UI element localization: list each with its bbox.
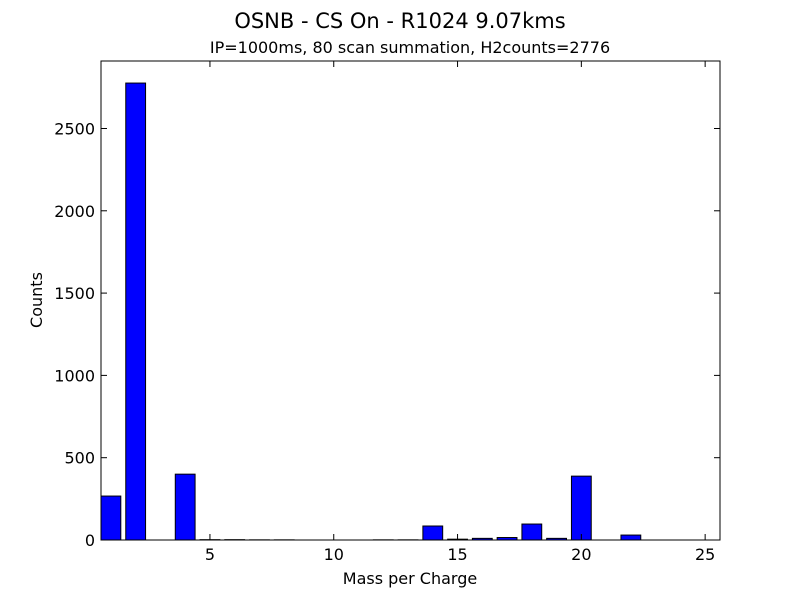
chart-title: OSNB - CS On - R1024 9.07kms [234,9,565,33]
y-tick-label: 1500 [54,284,95,303]
y-tick-label: 1000 [54,366,95,385]
y-axis-label: Counts [27,272,46,328]
y-tick-label: 2000 [54,202,95,221]
x-tick-label: 10 [324,545,344,564]
y-tick-label: 2500 [54,119,95,138]
x-tick-label: 25 [695,545,715,564]
x-tick-label: 20 [571,545,591,564]
y-tick-label: 500 [64,449,95,468]
x-tick-label: 15 [447,545,467,564]
bar [571,476,591,540]
bar [101,496,121,540]
y-tick-label: 0 [85,531,95,550]
bar [175,474,195,540]
bar [522,524,542,540]
x-tick-label: 5 [205,545,215,564]
bar [126,83,146,540]
x-axis-label: Mass per Charge [343,569,477,588]
bar [621,535,641,540]
chart-subtitle: IP=1000ms, 80 scan summation, H2counts=2… [210,38,610,57]
bar [423,526,443,540]
